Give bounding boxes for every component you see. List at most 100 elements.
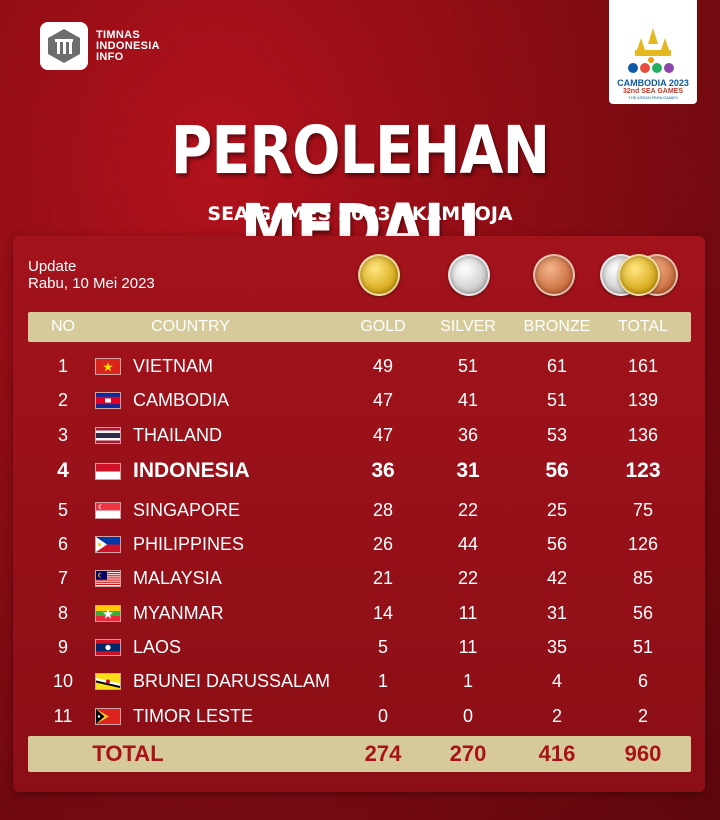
gold-medal-icon xyxy=(618,254,660,296)
row-gold: 49 xyxy=(372,356,394,376)
row-number: 4 xyxy=(57,459,69,482)
silver-medal-icon xyxy=(448,254,490,296)
row-country: VIETNAM xyxy=(133,356,214,376)
flag-myanmar-icon xyxy=(95,605,121,622)
table-total-row: TOTAL 274 270 416 960 xyxy=(28,736,691,772)
flag-malaysia-icon xyxy=(95,570,121,587)
row-country: CAMBODIA xyxy=(133,390,230,410)
column-header-gold: GOLD xyxy=(360,318,406,335)
row-number: 1 xyxy=(57,356,68,376)
row-total: 75 xyxy=(632,500,654,520)
row-total: 56 xyxy=(632,603,654,623)
row-number: 6 xyxy=(57,534,68,554)
total-medals-icon xyxy=(600,254,680,296)
row-gold: 21 xyxy=(372,568,394,588)
total-bronze: 416 xyxy=(538,741,576,766)
column-header-no: NO xyxy=(51,318,75,335)
row-total: 85 xyxy=(632,568,654,588)
sea-games-logo: CAMBODIA 2023 32nd SEA GAMES THE ASEAN P… xyxy=(609,0,697,104)
row-country: MYANMAR xyxy=(133,603,224,623)
row-bronze: 31 xyxy=(546,603,568,623)
row-silver: 44 xyxy=(457,534,479,554)
row-gold: 1 xyxy=(377,671,388,691)
table-header: NO COUNTRY GOLD SILVER BRONZE TOTAL xyxy=(28,312,691,342)
row-number: 8 xyxy=(57,603,68,623)
row-bronze: 56 xyxy=(546,534,568,554)
column-header-bronze: BRONZE xyxy=(523,318,591,335)
table-row: 4 INDONESIA 36 31 56 123 xyxy=(28,454,691,488)
flag-indonesia-icon xyxy=(95,463,121,480)
row-country: INDONESIA xyxy=(133,459,250,482)
row-silver: 41 xyxy=(457,390,479,410)
row-bronze: 25 xyxy=(546,500,568,520)
row-bronze: 51 xyxy=(546,390,568,410)
row-number: 9 xyxy=(57,637,68,657)
page-subtitle: SEA GAMES 2023 - KAMBOJA xyxy=(207,203,513,225)
table-row: 10 BRUNEI DARUSSALAM 1 1 4 6 xyxy=(28,664,691,698)
total-gold: 274 xyxy=(364,741,402,766)
column-header-silver: SILVER xyxy=(440,318,496,335)
brand: TIMNAS INDONESIA INFO xyxy=(40,22,160,70)
flag-philippines-icon xyxy=(95,536,121,553)
bronze-medal-icon xyxy=(533,254,575,296)
row-country: MALAYSIA xyxy=(133,568,222,588)
row-total: 136 xyxy=(627,425,659,445)
column-header-total: TOTAL xyxy=(617,318,669,335)
row-country: THAILAND xyxy=(133,425,223,445)
total-total: 960 xyxy=(624,741,662,766)
table-row: 7 MALAYSIA 21 22 42 85 xyxy=(28,561,691,595)
row-number: 5 xyxy=(57,500,68,520)
row-bronze: 61 xyxy=(546,356,568,376)
event-logo-line-2: 32nd SEA GAMES xyxy=(622,88,684,95)
row-bronze: 4 xyxy=(551,671,562,691)
table-row: 9 LAOS 5 11 35 51 xyxy=(28,630,691,664)
table-row: 5 SINGAPORE 28 22 25 75 xyxy=(28,493,691,527)
row-total: 139 xyxy=(627,390,659,410)
row-country: SINGAPORE xyxy=(133,500,241,520)
total-label: TOTAL xyxy=(92,741,164,766)
column-header-country: COUNTRY xyxy=(151,318,230,335)
row-country: TIMOR LESTE xyxy=(133,706,254,726)
row-bronze: 42 xyxy=(546,568,568,588)
flag-thailand-icon xyxy=(95,427,121,444)
table-row: 8 MYANMAR 14 11 31 56 xyxy=(28,596,691,630)
row-bronze: 53 xyxy=(546,425,568,445)
row-total: 6 xyxy=(637,671,648,691)
row-gold: 28 xyxy=(372,500,394,520)
row-silver: 36 xyxy=(457,425,479,445)
row-total: 51 xyxy=(632,637,654,657)
update-info: Update Rabu, 10 Mei 2023 xyxy=(28,258,155,292)
row-bronze: 56 xyxy=(545,459,569,482)
row-total: 123 xyxy=(625,459,661,482)
row-number: 11 xyxy=(53,706,73,726)
row-silver: 11 xyxy=(458,637,478,657)
table-row: 11 TIMOR LESTE 0 0 2 2 xyxy=(28,699,691,733)
flag-laos-icon xyxy=(95,639,121,656)
row-total: 2 xyxy=(637,706,648,726)
row-silver: 22 xyxy=(457,568,479,588)
brand-name: TIMNAS INDONESIA INFO xyxy=(96,29,160,63)
gold-medal-icon xyxy=(358,254,400,296)
update-label: Update xyxy=(28,258,77,275)
row-total: 126 xyxy=(627,534,659,554)
angkor-emblem-icon xyxy=(628,28,674,73)
table-row: 2 CAMBODIA 47 41 51 139 xyxy=(28,383,691,417)
update-date: Rabu, 10 Mei 2023 xyxy=(28,275,155,292)
row-country: PHILIPPINES xyxy=(133,534,245,554)
row-total: 161 xyxy=(627,356,659,376)
flag-singapore-icon xyxy=(95,502,121,519)
row-gold: 5 xyxy=(377,637,388,657)
row-bronze: 35 xyxy=(546,637,568,657)
row-number: 7 xyxy=(57,568,68,588)
row-silver: 11 xyxy=(458,603,478,623)
row-gold: 0 xyxy=(377,706,388,726)
row-bronze: 2 xyxy=(551,706,562,726)
row-number: 3 xyxy=(57,425,68,445)
flag-vietnam-icon xyxy=(95,358,121,375)
row-silver: 51 xyxy=(457,356,479,376)
row-silver: 0 xyxy=(462,706,473,726)
event-logo-line-3: THE ASEAN PARA GAMES xyxy=(628,95,678,100)
row-country: LAOS xyxy=(133,637,182,657)
row-number: 10 xyxy=(52,671,74,691)
brand-line-2: INDONESIA xyxy=(96,39,160,52)
